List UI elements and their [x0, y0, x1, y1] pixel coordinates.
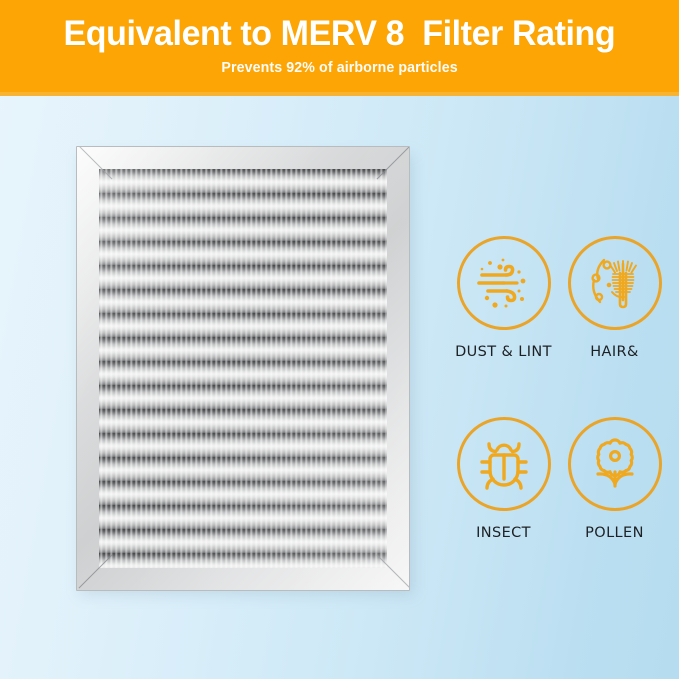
page-subtitle: Prevents 92% of airborne particles — [221, 60, 458, 76]
filter-pleated-media — [99, 169, 387, 568]
bug-icon — [479, 442, 528, 490]
feature-insect: INSECT — [452, 417, 555, 582]
product-image-air-filter — [76, 146, 414, 595]
feature-label-dust-lint: DUST & LINT — [455, 344, 552, 360]
feature-label-hair: HAIR& — [590, 344, 639, 360]
feature-circle-hair — [567, 236, 662, 330]
feature-label-insect: INSECT — [476, 525, 531, 541]
feature-label-pollen: POLLEN — [585, 525, 644, 541]
hair-brush-icon — [590, 258, 637, 309]
page-title: Equivalent to MERV 8 Filter Rating — [63, 14, 616, 53]
feature-dust-lint: DUST & LINT — [452, 236, 555, 401]
header-banner: Equivalent to MERV 8 Filter Rating Preve… — [0, 0, 679, 96]
wind-dust-icon — [476, 258, 525, 308]
feature-pollen: POLLEN — [563, 417, 666, 582]
filter-frame — [76, 146, 410, 591]
feature-circle-insect — [456, 417, 551, 511]
feature-hair: HAIR& — [563, 236, 666, 401]
feature-circle-pollen — [567, 417, 662, 511]
feature-grid: DUST & LINT — [452, 236, 666, 582]
feature-circle-dust-lint — [456, 236, 551, 330]
flower-pollen-icon — [595, 438, 634, 488]
